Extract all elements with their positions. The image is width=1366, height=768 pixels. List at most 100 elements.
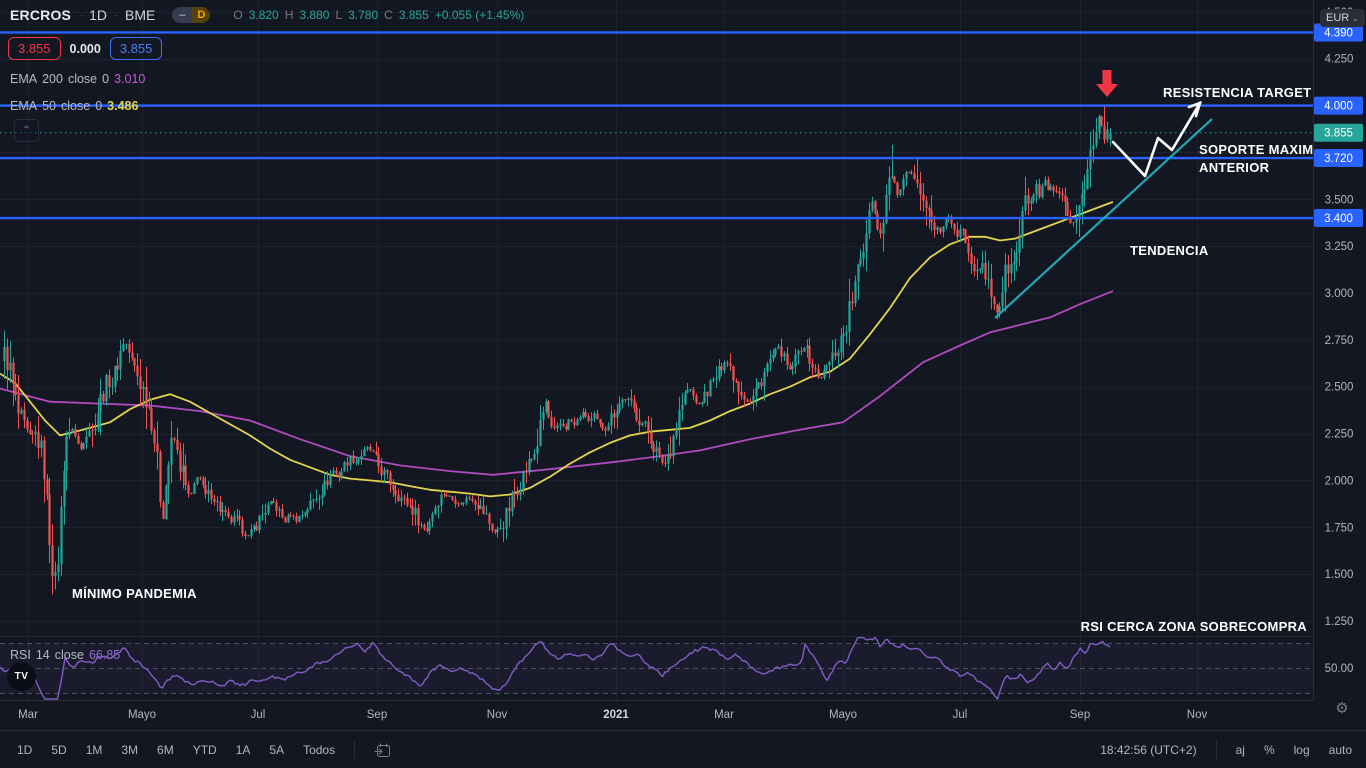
projection-zigzag-arrow[interactable] <box>1111 101 1202 178</box>
range-end-price-box: 3.855 <box>109 37 163 60</box>
price-tick-3.000: 3.000 <box>1325 288 1354 300</box>
ema200-name: EMA <box>10 72 38 86</box>
time-tick-Mar: Mar <box>714 709 734 721</box>
price-tick-2.750: 2.750 <box>1325 335 1354 347</box>
adjust-data-toggle[interactable]: aj <box>1235 743 1245 757</box>
legend-rsi[interactable]: RSI 14 close 66.85 <box>10 648 120 662</box>
close-value: 3.855 <box>398 8 429 22</box>
rsi-value: 66.85 <box>88 648 121 662</box>
annotation-text-0[interactable]: RESISTENCIA TARGET <box>1163 85 1311 100</box>
separator-dot: · <box>114 8 119 22</box>
range-ytd[interactable]: YTD <box>192 743 217 757</box>
log-scale-toggle[interactable]: log <box>1293 743 1310 757</box>
time-tick-Jul: Jul <box>251 709 266 721</box>
exchange-label[interactable]: BME <box>125 7 156 23</box>
legend-collapse-button[interactable]: ⌃ <box>14 119 39 142</box>
low-label: L <box>335 8 343 22</box>
ema200-value: 3.010 <box>114 72 146 86</box>
chart-background <box>0 0 1366 730</box>
time-tick-Mayo: Mayo <box>128 709 156 721</box>
high-label: H <box>284 8 294 22</box>
separator-dot: · <box>78 8 83 22</box>
range-5d[interactable]: 5D <box>51 743 67 757</box>
date-range-switcher: 1D 5D 1M 3M 6M YTD 1A 5A Todos <box>0 741 391 759</box>
annotation-text-1[interactable]: SOPORTE MAXIMO <box>1199 142 1324 157</box>
legend-ema50[interactable]: EMA 50 close 0 3.486 <box>10 99 138 113</box>
price-axis-background[interactable] <box>1314 0 1366 730</box>
open-label: O <box>233 8 243 22</box>
toolbar-divider <box>1215 741 1217 759</box>
open-value: 3.820 <box>248 8 279 22</box>
ema50-offset: 0 <box>95 99 103 113</box>
low-value: 3.780 <box>348 8 379 22</box>
ema50-line <box>0 201 1114 498</box>
annotation-text-3[interactable]: TENDENCIA <box>1130 243 1209 258</box>
time-tick-Sep: Sep <box>367 709 387 721</box>
tradingview-logo[interactable]: TV <box>7 662 36 691</box>
toolbar-right-group: 18:42:56 (UTC+2) aj % log auto <box>1100 741 1352 759</box>
range-all[interactable]: Todos <box>303 743 336 757</box>
chevron-down-icon: ⌄ <box>1352 13 1359 23</box>
chevron-up-icon: ⌃ <box>22 125 31 136</box>
level-label-3.720-bg <box>1314 149 1363 168</box>
last-price-label: 3.855 <box>1324 128 1353 140</box>
bottom-toolbar: 1D 5D 1M 3M 6M YTD 1A 5A Todos 18:42:56 … <box>0 730 1366 768</box>
range-1d[interactable]: 1D <box>17 743 33 757</box>
chart-canvas[interactable]: RESISTENCIA TARGET SOPORTE MAXIMO ANTERIOR… <box>0 0 1366 730</box>
price-tick-1.250: 1.250 <box>1325 616 1354 628</box>
ema200-source: close <box>67 72 98 86</box>
time-tick-Jul: Jul <box>953 709 968 721</box>
rsi-length: 14 <box>35 648 50 662</box>
data-status-badge[interactable]: – D <box>172 7 211 23</box>
ema50-name: EMA <box>10 99 38 113</box>
level-label-3.400-bg <box>1314 209 1363 228</box>
last-price-label-bg <box>1314 123 1363 142</box>
range-5y[interactable]: 5A <box>269 743 285 757</box>
price-tick-2.250: 2.250 <box>1325 429 1354 441</box>
timezone-settings-button[interactable]: ⚙ <box>1333 699 1351 717</box>
gear-icon: ⚙ <box>1335 700 1349 717</box>
candle-bodies-up <box>3 116 1112 577</box>
level-label-4.390: 4.390 <box>1324 27 1353 39</box>
red-down-arrow-icon[interactable] <box>1096 70 1118 97</box>
percent-scale-toggle[interactable]: % <box>1263 743 1275 757</box>
rsi-source: close <box>54 648 84 662</box>
time-tick-Nov: Nov <box>1187 709 1208 721</box>
currency-label: EUR <box>1326 12 1350 24</box>
range-6m[interactable]: 6M <box>157 743 174 757</box>
chart-header: ERCROS · 1D · BME – D O 3.820 H 3.880 L 3.7… <box>10 6 524 24</box>
symbol-title[interactable]: ERCROS <box>10 7 72 23</box>
delayed-data-badge: D <box>192 7 211 23</box>
rsi-axis-label: 50.00 <box>1325 663 1354 675</box>
annotation-text-4[interactable]: MÍNIMO PANDEMIA <box>72 586 197 601</box>
price-tick-4.250: 4.250 <box>1325 54 1354 66</box>
annotation-text-2[interactable]: ANTERIOR <box>1199 160 1270 175</box>
level-label-4.390-bg <box>1314 23 1363 42</box>
time-tick-Mayo: Mayo <box>829 709 857 721</box>
ema200-offset: 0 <box>102 72 110 86</box>
range-3m[interactable]: 3M <box>121 743 139 757</box>
range-1m[interactable]: 1M <box>85 743 103 757</box>
legend-ema200[interactable]: EMA 200 close 0 3.010 <box>10 72 145 86</box>
price-tick-1.500: 1.500 <box>1325 569 1354 581</box>
timeframe-label[interactable]: 1D <box>89 7 108 23</box>
ema50-source: close <box>61 99 91 113</box>
candle-bodies-down <box>6 116 1106 577</box>
trend-line[interactable] <box>994 118 1213 319</box>
price-tick-2.500: 2.500 <box>1325 382 1354 394</box>
go-to-date-icon[interactable] <box>374 743 391 758</box>
price-tick-2.000: 2.000 <box>1325 475 1354 487</box>
range-1y[interactable]: 1A <box>235 743 251 757</box>
rsi-name: RSI <box>10 648 31 662</box>
clock-readout[interactable]: 18:42:56 (UTC+2) <box>1100 743 1197 757</box>
time-tick-Sep: Sep <box>1070 709 1090 721</box>
toolbar-divider <box>354 741 356 759</box>
level-label-3.720: 3.720 <box>1324 153 1353 165</box>
level-label-4.000: 4.000 <box>1324 101 1353 113</box>
auto-scale-toggle[interactable]: auto <box>1328 743 1352 757</box>
ohlc-readout: O 3.820 H 3.880 L 3.780 C 3.855 +0.055 (+1.4… <box>233 8 524 22</box>
annotation-text-5[interactable]: RSI CERCA ZONA SOBRECOMPRA <box>1081 619 1308 634</box>
currency-selector[interactable]: EUR ⌄ <box>1320 9 1365 27</box>
range-change-value: 0.000 <box>69 41 101 56</box>
